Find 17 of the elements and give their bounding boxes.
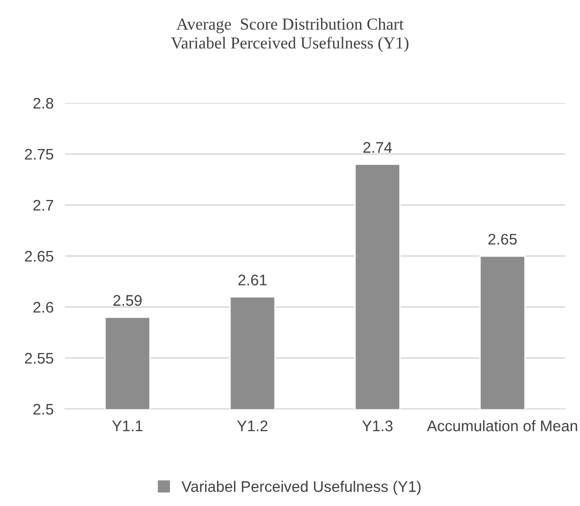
y-tick-label: 2.5 bbox=[33, 404, 54, 415]
x-tick-label: Accumulation of Mean bbox=[426, 420, 578, 432]
y-tick-label: 2.55 bbox=[24, 352, 54, 364]
legend-label: Variabel Perceived Usefulness (Y1) bbox=[182, 480, 421, 495]
y-tick-label: 2.65 bbox=[24, 250, 54, 262]
data-label: 2.65 bbox=[488, 234, 517, 245]
y-tick-label: 2.75 bbox=[24, 148, 54, 160]
data-label: 2.61 bbox=[238, 274, 267, 286]
y-tick-label: 2.8 bbox=[33, 98, 54, 109]
x-tick-label: Y1.2 bbox=[237, 420, 268, 432]
chart-title: Average Score Distribution Chart Variabel Perceived Usefulness (Y1) bbox=[171, 18, 408, 52]
y-tick-label: 2.6 bbox=[33, 302, 54, 313]
x-tick-label: Y1.1 bbox=[112, 420, 142, 432]
data-label: 2.59 bbox=[113, 295, 142, 306]
x-tick-label: Y1.3 bbox=[362, 420, 393, 432]
y-tick-label: 2.7 bbox=[33, 200, 54, 211]
data-label: 2.74 bbox=[363, 142, 392, 153]
